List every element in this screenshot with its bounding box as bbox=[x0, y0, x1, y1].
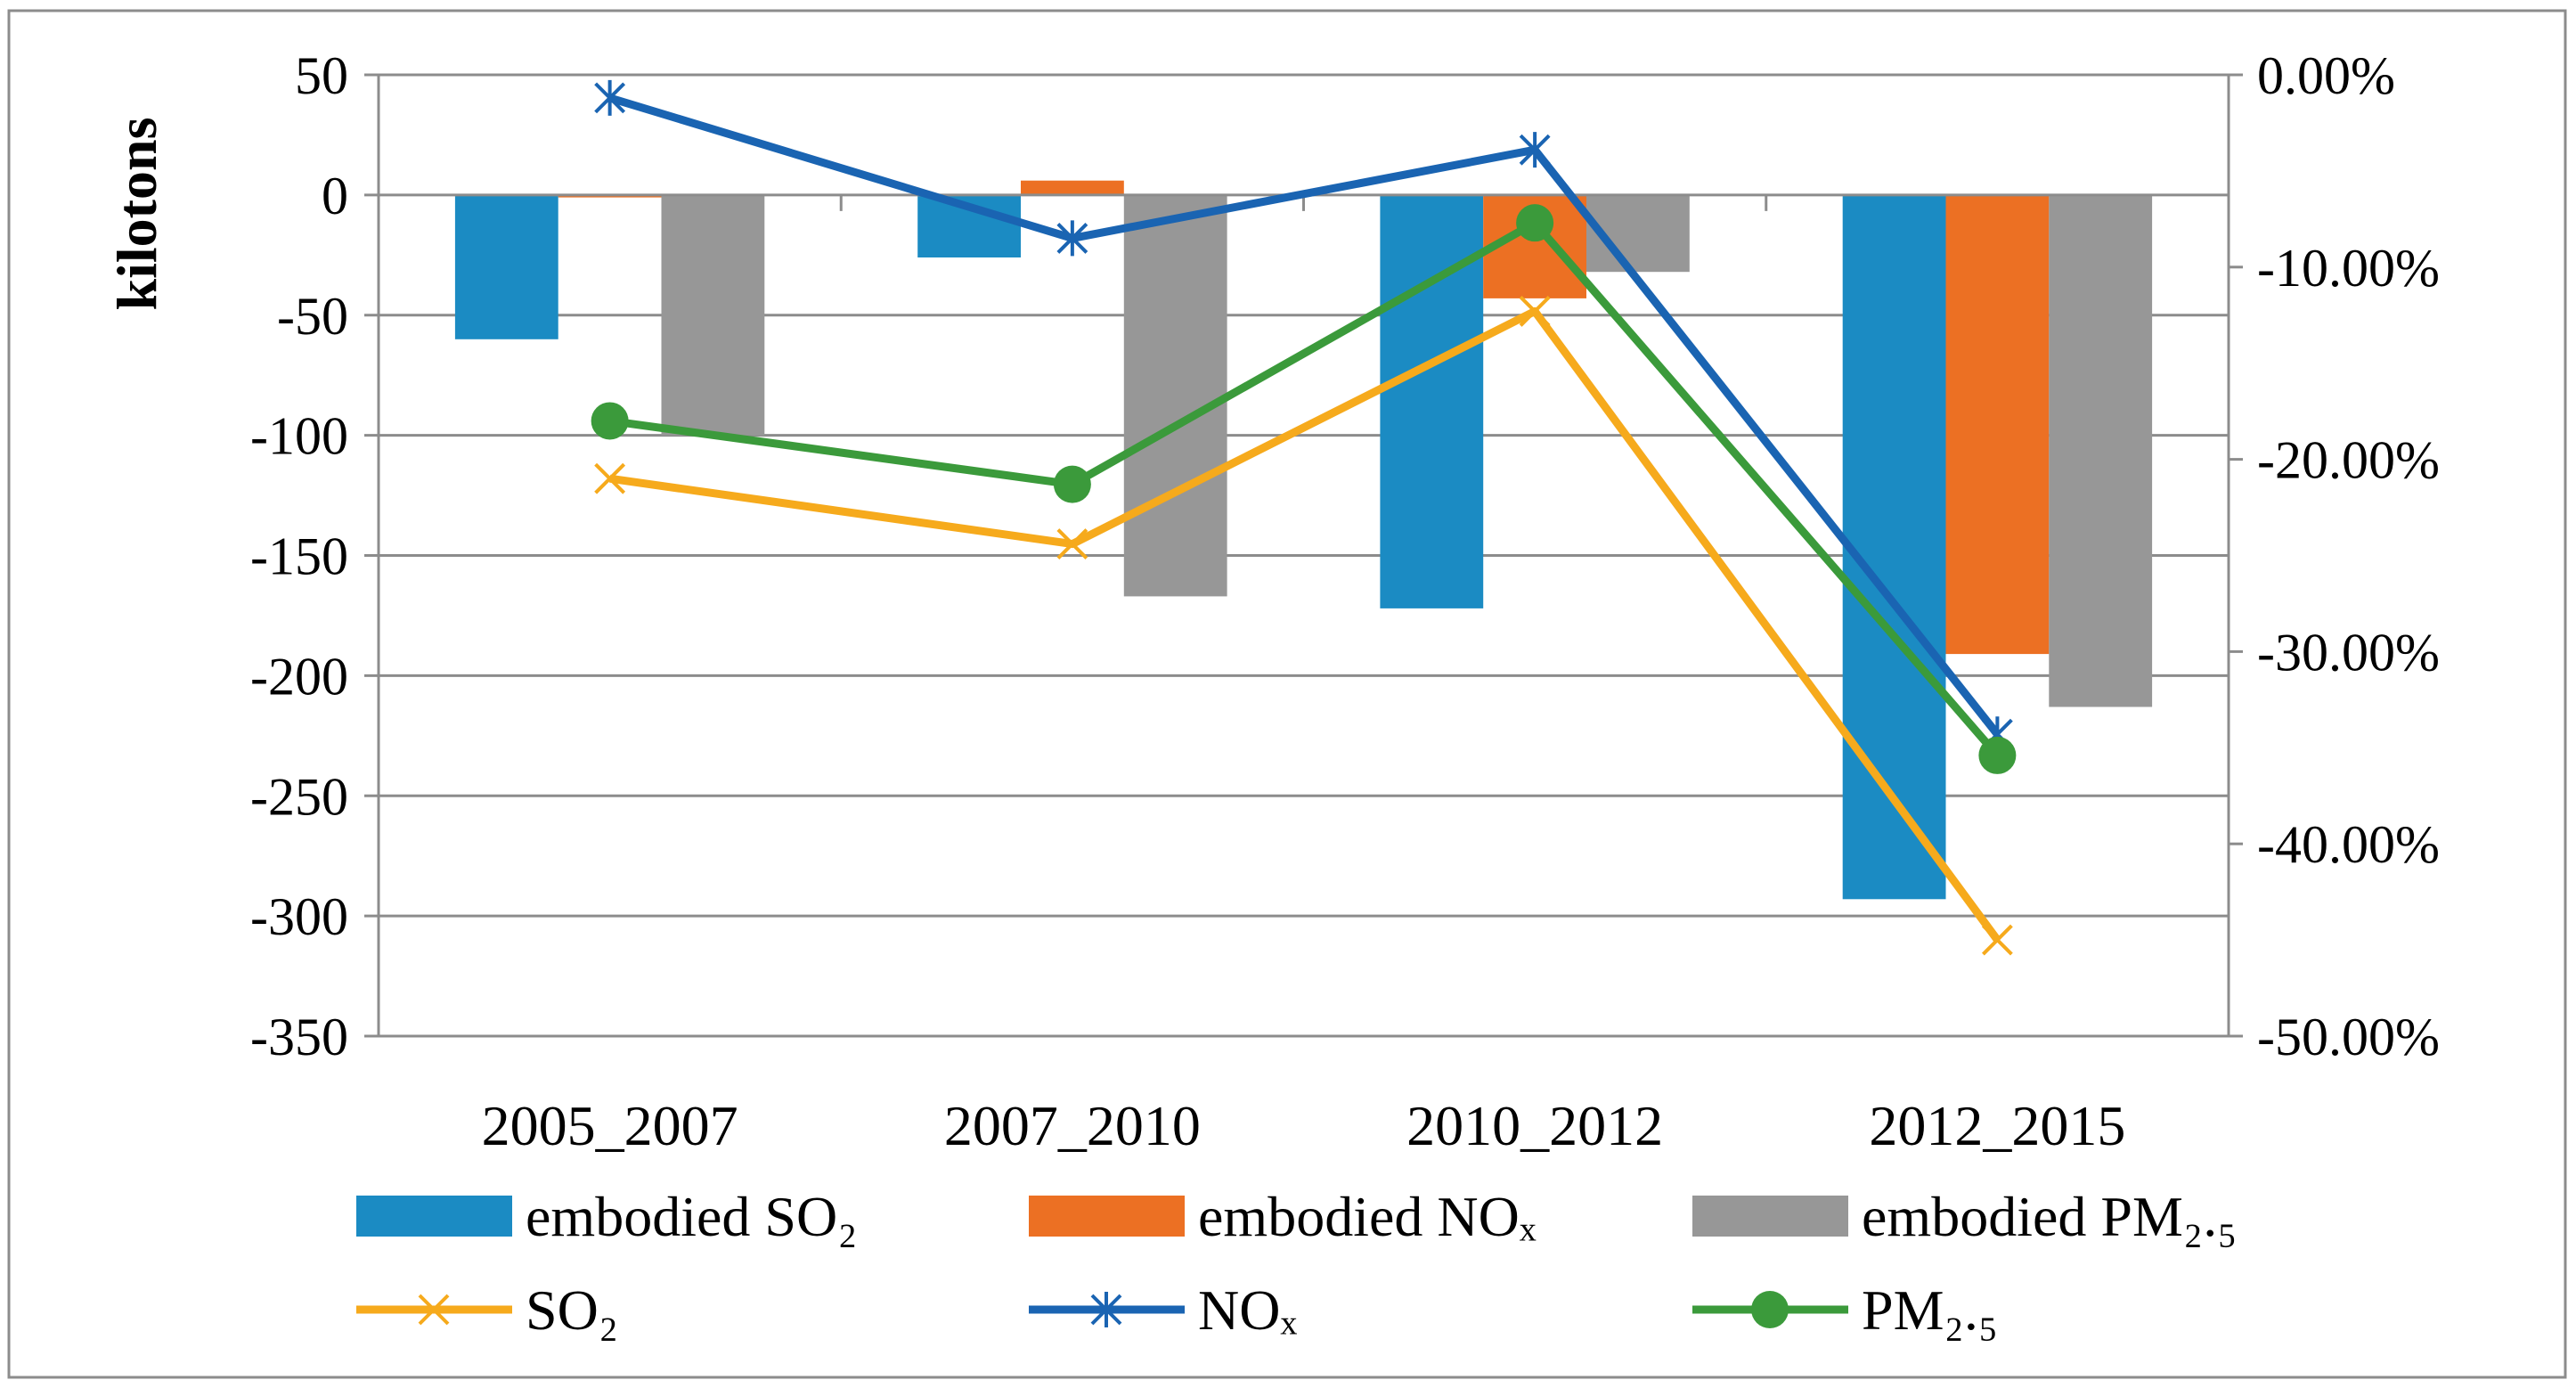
data-point bbox=[1981, 924, 2013, 956]
data-point bbox=[1053, 465, 1091, 503]
bar bbox=[2049, 194, 2153, 707]
x-tick-label: 2005_2007 bbox=[482, 1094, 738, 1157]
left-axis-tick-labels: 50 0 -50 -100 -150 -200 -250 -300 -350 bbox=[250, 46, 348, 1066]
left-tick-label: -300 bbox=[250, 887, 348, 946]
right-tick-label: -10.00% bbox=[2257, 239, 2440, 298]
legend: embodied SO₂ embodied NOₓ embodied PM₂.₅ SO… bbox=[356, 1185, 2238, 1342]
data-point bbox=[1090, 1292, 1122, 1327]
right-tick-label: 0.00% bbox=[2257, 46, 2395, 105]
bar bbox=[1842, 194, 1946, 900]
legend-label: NOₓ bbox=[1198, 1278, 1297, 1342]
legend-label: embodied PM₂.₅ bbox=[1862, 1185, 2238, 1248]
legend-swatch bbox=[1029, 1196, 1185, 1237]
bar bbox=[661, 194, 765, 436]
left-tick-label: -50 bbox=[277, 287, 348, 346]
data-point bbox=[418, 1294, 450, 1326]
right-tick-label: -20.00% bbox=[2257, 431, 2440, 490]
data-point bbox=[1978, 736, 2017, 774]
data-point bbox=[1519, 296, 1551, 327]
x-tick-label: 2010_2012 bbox=[1406, 1094, 1663, 1157]
data-point bbox=[1519, 132, 1551, 168]
right-tick-label: -40.00% bbox=[2257, 815, 2440, 874]
data-point bbox=[591, 402, 629, 440]
legend-label: SO₂ bbox=[526, 1278, 618, 1342]
chart-border bbox=[7, 9, 2567, 1379]
data-point bbox=[1516, 204, 1554, 242]
left-tick-label: -100 bbox=[250, 407, 348, 466]
legend-swatch bbox=[1692, 1196, 1848, 1237]
left-tick-label: -250 bbox=[250, 767, 348, 826]
series-line bbox=[608, 306, 2001, 943]
data-point bbox=[594, 79, 626, 116]
bar bbox=[1123, 194, 1227, 597]
left-tick-label: -150 bbox=[250, 527, 348, 586]
left-tick-label: -200 bbox=[250, 647, 348, 706]
left-tick-label: 0 bbox=[322, 167, 348, 225]
data-point bbox=[1751, 1291, 1789, 1328]
data-point bbox=[1056, 220, 1088, 257]
bar bbox=[1021, 180, 1124, 195]
data-point bbox=[1056, 528, 1088, 559]
legend-label: embodied NOₓ bbox=[1198, 1185, 1537, 1248]
x-axis-tick-labels: 2005_2007 2007_2010 2010_2012 2012_2015 bbox=[482, 1094, 2126, 1157]
legend-label: embodied SO₂ bbox=[526, 1185, 858, 1248]
left-tick-label: 50 bbox=[295, 46, 348, 105]
right-tick-label: -30.00% bbox=[2257, 623, 2440, 682]
x-tick-label: 2012_2015 bbox=[1869, 1094, 2125, 1157]
line-series bbox=[591, 79, 2017, 956]
legend-label: PM₂.₅ bbox=[1862, 1278, 1998, 1342]
bar bbox=[1945, 194, 2050, 655]
right-tick-label: -50.00% bbox=[2257, 1008, 2440, 1066]
data-point bbox=[594, 462, 626, 494]
y-axis-title: kilotons bbox=[105, 118, 168, 311]
legend-swatch bbox=[356, 1196, 512, 1237]
bar-series bbox=[454, 180, 2153, 900]
left-tick-label: -350 bbox=[250, 1008, 348, 1066]
bar bbox=[454, 194, 558, 339]
x-tick-label: 2007_2010 bbox=[944, 1094, 1201, 1157]
series-line bbox=[608, 94, 2001, 737]
series-line bbox=[608, 218, 2001, 758]
right-axis-tick-labels: 0.00% -10.00% -20.00% -30.00% -40.00% -50.00% bbox=[2257, 46, 2440, 1066]
